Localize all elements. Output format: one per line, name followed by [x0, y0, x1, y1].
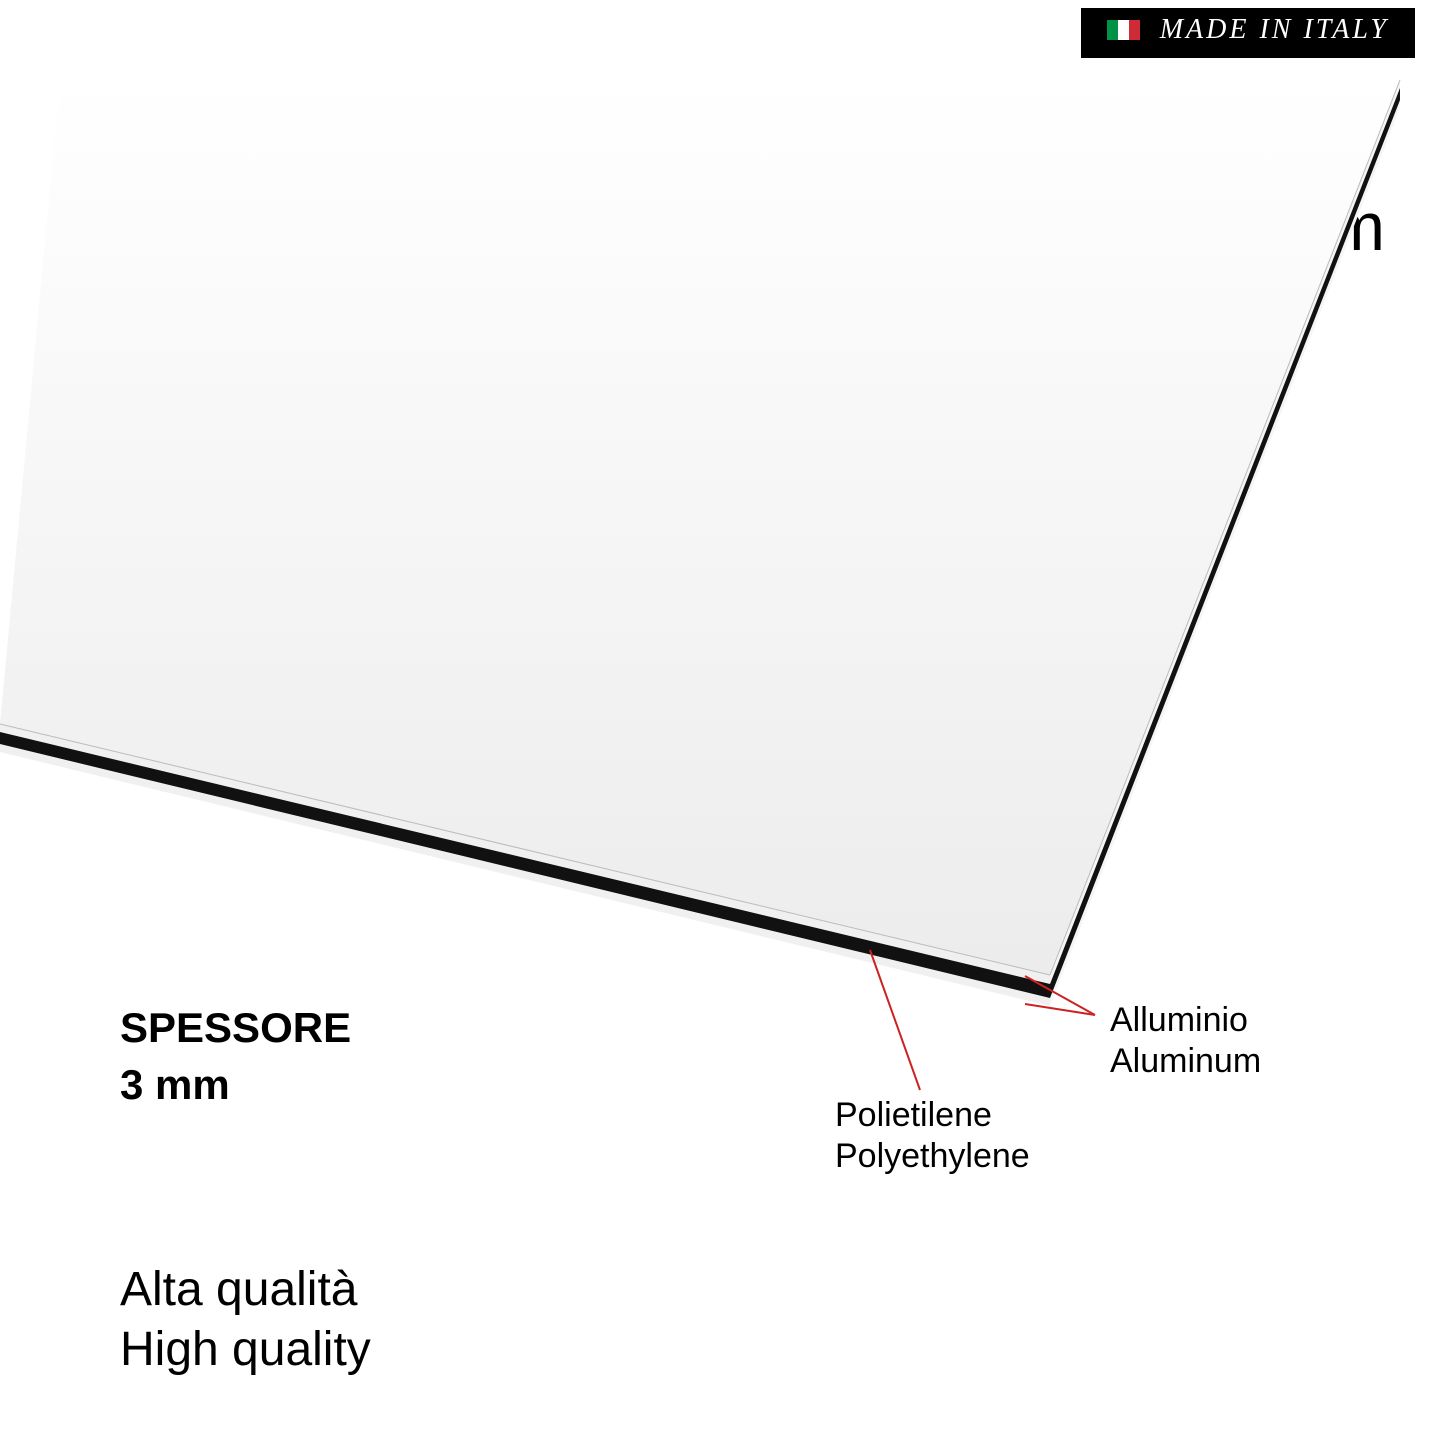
callout-poly-en: Polyethylene: [835, 1136, 1030, 1177]
title-line-it: Alluminio: [1083, 110, 1385, 188]
badge-label: MADE IN ITALY: [1160, 14, 1389, 45]
italy-flag-icon: [1107, 16, 1140, 48]
water-label-it: resiste all'acqua: [120, 555, 363, 598]
thickness-value: 3 mm: [120, 1057, 351, 1114]
uv-resistant-icon: [120, 135, 411, 240]
material-title: Alluminio Aluminum: [1083, 110, 1385, 266]
callout-poly-it: Polietilene: [835, 1095, 1030, 1136]
quality-line-en: High quality: [120, 1320, 371, 1380]
quality-block: Alta qualità High quality: [120, 1260, 371, 1380]
made-in-italy-badge: MADE IN ITALY: [1081, 8, 1415, 58]
water-label-en: water resistant: [120, 598, 363, 641]
callout-aluminum: Alluminio Aluminum: [1110, 1000, 1261, 1082]
callout-aluminum-en: Aluminum: [1110, 1041, 1261, 1082]
water-resistant-icon: [120, 430, 363, 535]
title-line-en: Aluminum: [1083, 188, 1385, 266]
callout-polyethylene: Polietilene Polyethylene: [835, 1095, 1030, 1177]
uv-label-it: Resiste ai raggi UV: [120, 260, 411, 303]
callout-aluminum-it: Alluminio: [1110, 1000, 1261, 1041]
thickness-block: SPESSORE 3 mm: [120, 1000, 351, 1113]
thickness-label: SPESSORE: [120, 1000, 351, 1057]
feature-water: resiste all'acqua water resistant: [120, 430, 363, 640]
feature-uv: Resiste ai raggi UV UV Resistant: [120, 135, 411, 345]
quality-line-it: Alta qualità: [120, 1260, 371, 1320]
uv-label-en: UV Resistant: [120, 303, 411, 346]
